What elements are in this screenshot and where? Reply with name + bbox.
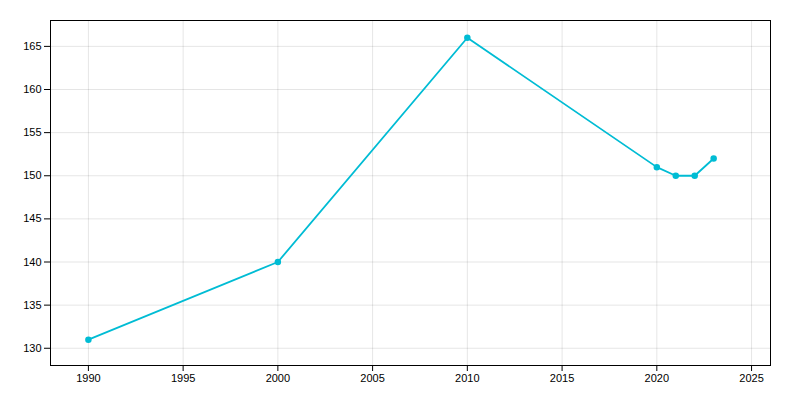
svg-text:145: 145 bbox=[23, 212, 41, 224]
svg-text:2020: 2020 bbox=[645, 372, 669, 384]
svg-text:2025: 2025 bbox=[739, 372, 763, 384]
svg-text:1990: 1990 bbox=[76, 372, 100, 384]
svg-text:2010: 2010 bbox=[455, 372, 479, 384]
svg-text:130: 130 bbox=[23, 342, 41, 354]
svg-text:1995: 1995 bbox=[171, 372, 195, 384]
svg-text:160: 160 bbox=[23, 83, 41, 95]
svg-text:2015: 2015 bbox=[550, 372, 574, 384]
svg-text:155: 155 bbox=[23, 126, 41, 138]
svg-text:150: 150 bbox=[23, 169, 41, 181]
svg-text:140: 140 bbox=[23, 256, 41, 268]
svg-text:165: 165 bbox=[23, 40, 41, 52]
svg-text:2005: 2005 bbox=[360, 372, 384, 384]
svg-text:2000: 2000 bbox=[266, 372, 290, 384]
svg-text:135: 135 bbox=[23, 299, 41, 311]
